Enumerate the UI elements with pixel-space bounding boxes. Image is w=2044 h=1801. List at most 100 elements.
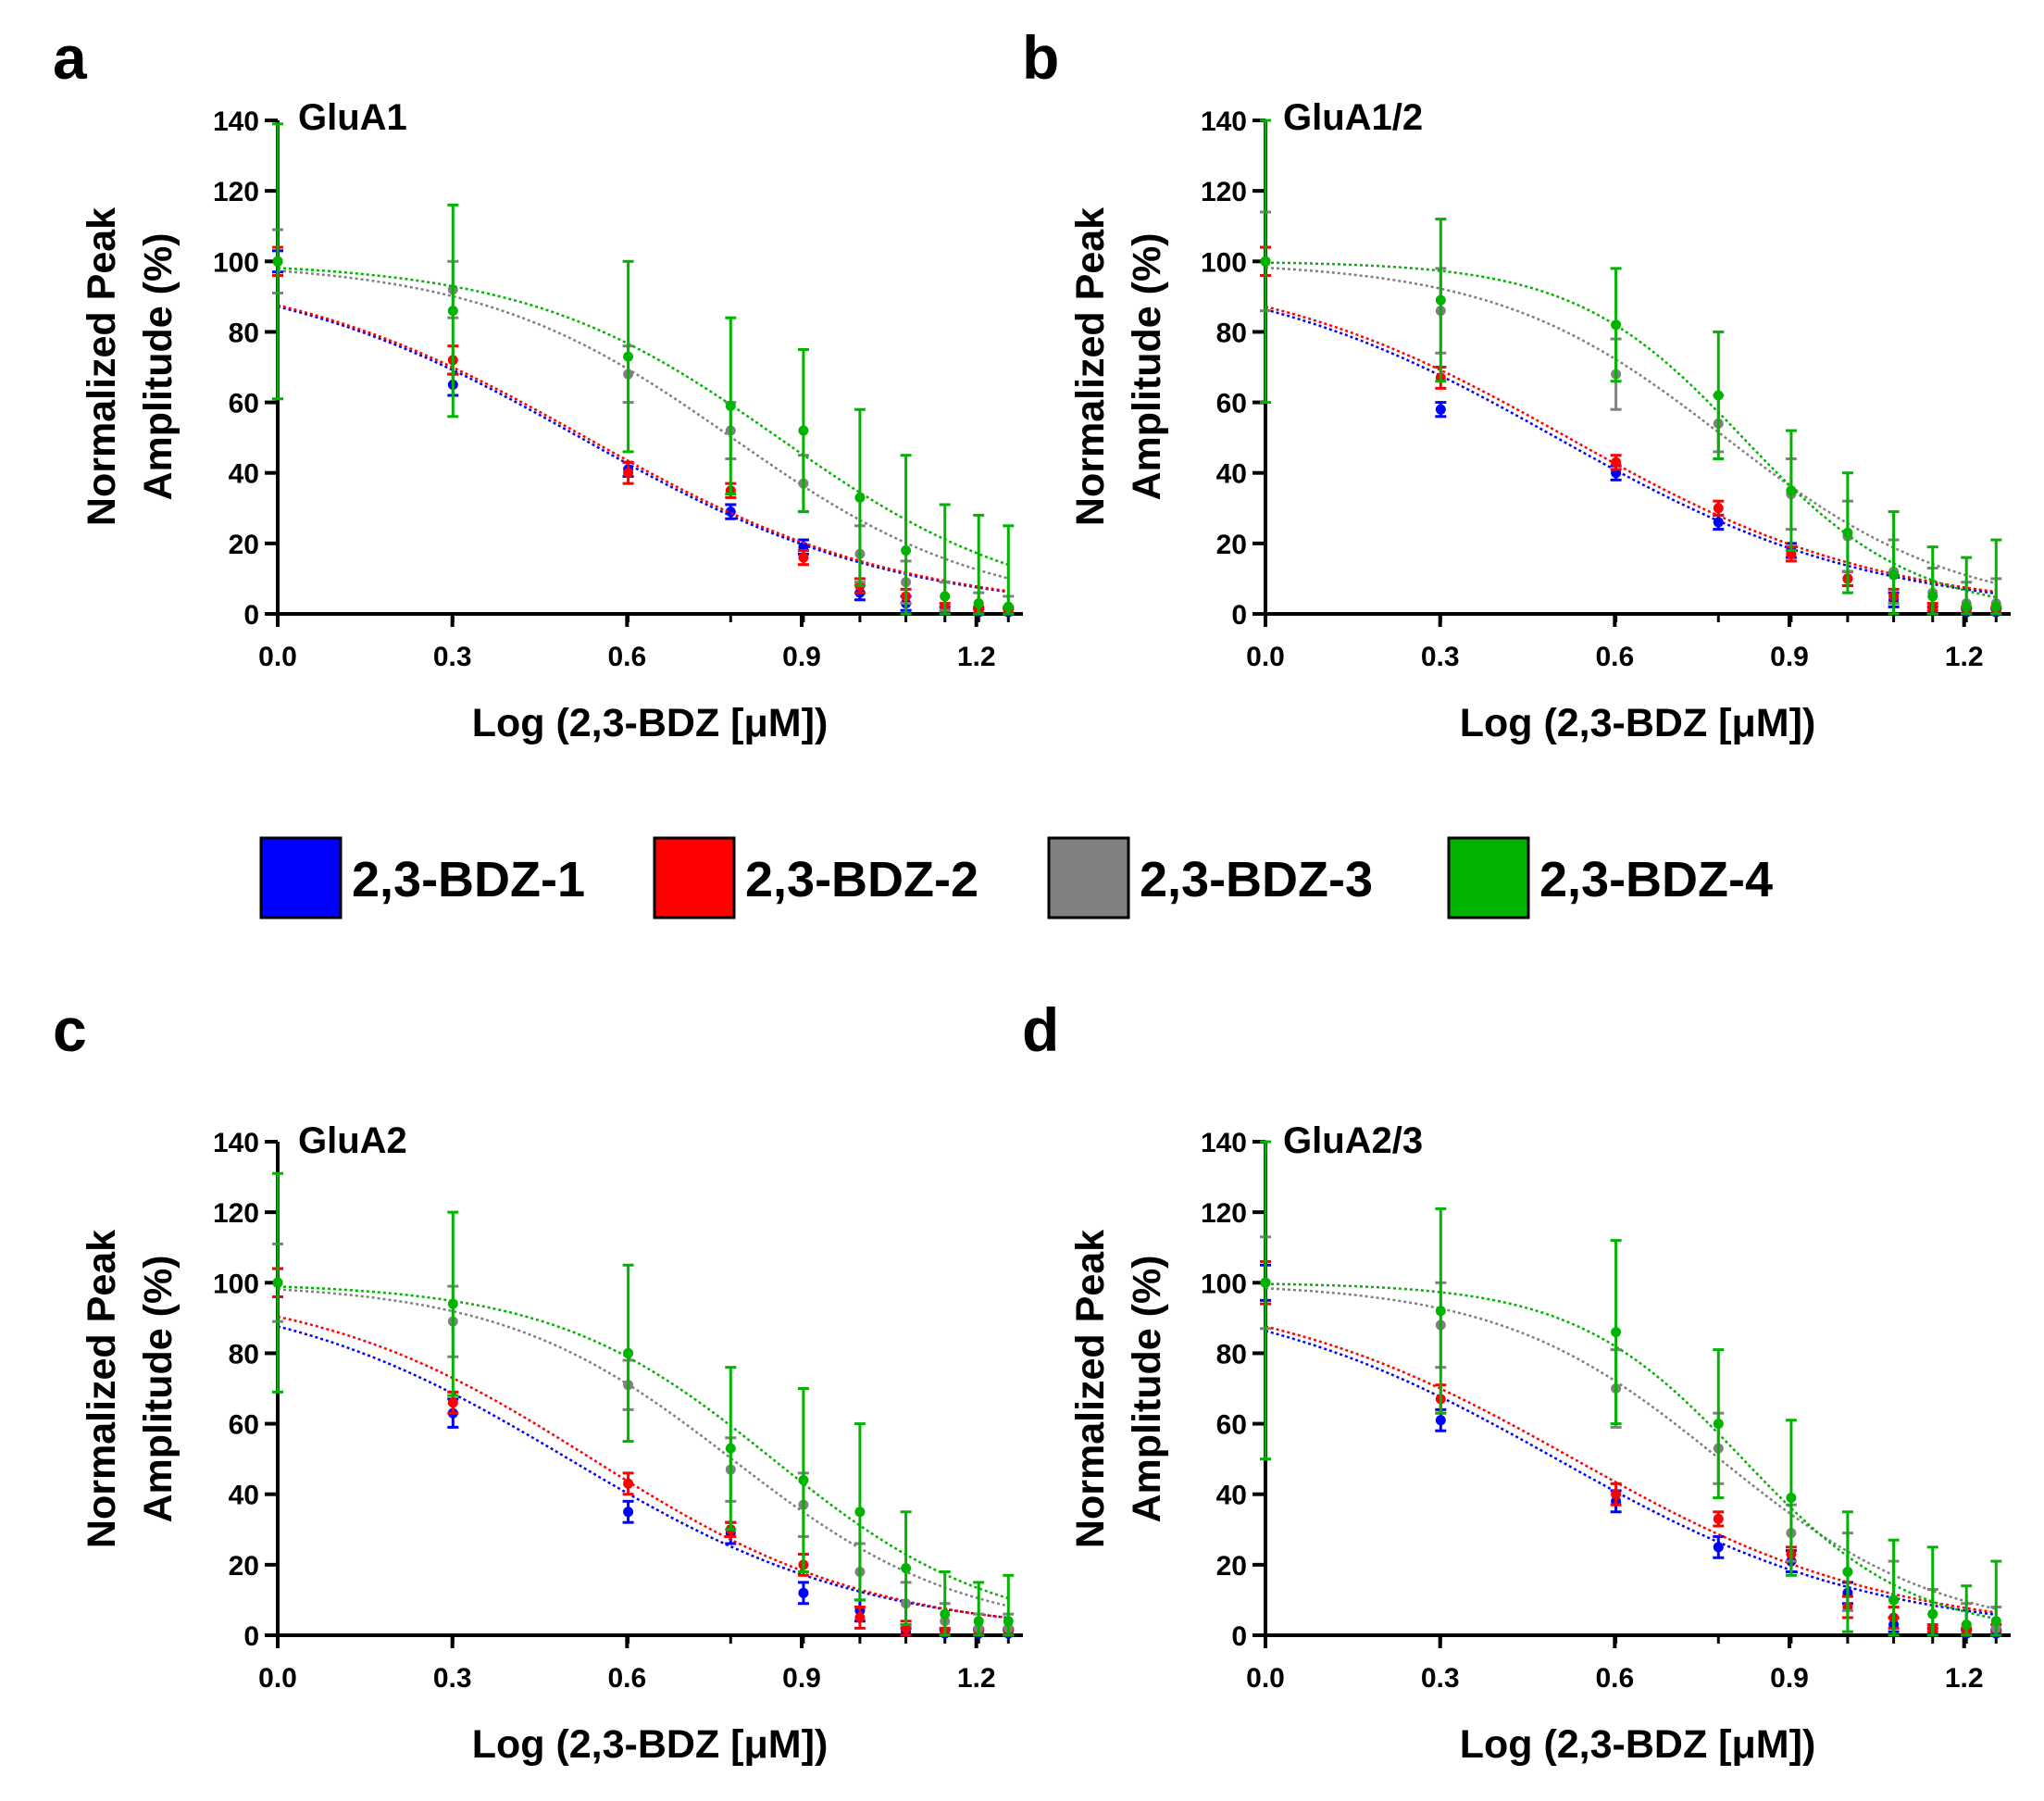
data-point-d-2-3-bdz-4-5	[1842, 1566, 1853, 1577]
data-point-d-2-3-bdz-4-4	[1786, 1493, 1797, 1504]
fit-curve-c-2-3-bdz-4	[277, 1285, 1009, 1600]
fit-curve-b-2-3-bdz-3	[1265, 266, 1997, 585]
data-point-a-2-3-bdz-2-2	[623, 468, 634, 479]
data-point-b-2-3-bdz-4-5	[1842, 527, 1853, 538]
y-tick-label-d-7: 140	[1201, 1128, 1247, 1158]
x-axis-title-d: Log (2,3-BDZ [μM])	[1460, 1722, 1816, 1767]
legend-swatch-bdz-1	[259, 836, 343, 919]
x-tick-label-d-1: 0.3	[1421, 1663, 1460, 1694]
data-point-a-2-3-bdz-4-7	[940, 591, 951, 602]
panel-d: d GluA2/3 0.0 0.3 0.6 0.9 1.2 0 20 40 60 80 100 120…	[1022, 995, 2011, 1767]
y-tick-label-b-6: 120	[1201, 177, 1247, 207]
data-point-c-2-3-bdz-4-3	[725, 1443, 736, 1454]
y-tick-label-a-6: 120	[213, 177, 259, 207]
x-tick-label-a-3: 0.9	[782, 642, 821, 672]
data-point-a-2-3-bdz-4-2	[623, 351, 634, 362]
y-tick-label-d-5: 100	[1201, 1269, 1247, 1299]
data-point-c-2-3-bdz-4-7	[940, 1608, 951, 1620]
panel-b: b GluA1/2 0.0 0.3 0.6 0.9 1.2 0 20 40 60 80 100 120…	[1022, 23, 2011, 745]
panel-title-gluA2-3: GluA2/3	[1283, 1120, 1423, 1161]
y-tick-label-b-3: 60	[1216, 389, 1247, 419]
data-point-a-2-3-bdz-4-6	[901, 544, 912, 556]
plot-area-c: 0.0 0.3 0.6 0.9 1.2 0 20 40 60 80 100 120 140	[213, 1128, 1023, 1694]
legend-item-bdz-2: 2,3-BDZ-2	[653, 836, 978, 919]
y-tick-label-b-0: 0	[1231, 600, 1247, 631]
plot-area-d: 0.0 0.3 0.6 0.9 1.2 0 20 40 60 80 100 120 140	[1201, 1128, 2011, 1694]
data-point-b-2-3-bdz-4-7	[1927, 591, 1938, 602]
y-axis-title-c-line1: Normalized Peak	[80, 1230, 124, 1548]
x-tick-label-d-3: 0.9	[1770, 1663, 1809, 1694]
fit-curve-d-2-3-bdz-1	[1265, 1330, 1997, 1617]
data-point-d-2-3-bdz-1-3	[1713, 1542, 1724, 1553]
y-tick-label-b-1: 20	[1216, 530, 1247, 560]
x-axis-title-c: Log (2,3-BDZ [μM])	[472, 1722, 829, 1767]
data-point-d-2-3-bdz-4-9	[1990, 1616, 2001, 1627]
x-tick-label-b-2: 0.6	[1595, 642, 1634, 672]
x-tick-label-c-2: 0.6	[607, 1663, 646, 1694]
fit-curve-d-2-3-bdz-3	[1265, 1287, 1997, 1610]
x-tick-label-c-4: 1.2	[957, 1663, 996, 1694]
data-point-d-2-3-bdz-4-3	[1713, 1419, 1724, 1430]
x-tick-label-d-0: 0.0	[1246, 1663, 1285, 1694]
y-tick-label-a-2: 40	[229, 459, 259, 490]
x-tick-label-b-0: 0.0	[1246, 642, 1285, 672]
fit-curve-b-2-3-bdz-1	[1265, 308, 1997, 595]
y-tick-label-d-6: 120	[1201, 1198, 1247, 1229]
y-tick-label-c-1: 20	[229, 1551, 259, 1582]
data-point-b-2-3-bdz-4-8	[1961, 601, 1972, 612]
data-point-d-2-3-bdz-2-3	[1713, 1513, 1724, 1524]
fit-curve-c-2-3-bdz-1	[277, 1325, 1009, 1620]
plot-area-a: 0.0 0.3 0.6 0.9 1.2 0 20 40 60 80 100 120 140	[213, 106, 1023, 672]
panel-letter-c: c	[53, 995, 87, 1064]
y-tick-label-c-0: 0	[243, 1621, 259, 1652]
data-point-c-2-3-bdz-1-2	[623, 1507, 634, 1518]
y-tick-label-d-2: 40	[1216, 1481, 1247, 1511]
data-point-d-2-3-bdz-4-1	[1435, 1306, 1446, 1317]
legend-label-bdz-2: 2,3-BDZ-2	[745, 852, 978, 907]
y-tick-label-c-4: 80	[229, 1339, 259, 1370]
x-tick-label-c-1: 0.3	[433, 1663, 472, 1694]
data-point-d-2-3-bdz-4-8	[1961, 1620, 1972, 1631]
y-axis-title-d-line1: Normalized Peak	[1068, 1230, 1113, 1548]
legend-swatch-bdz-4	[1447, 836, 1530, 919]
y-axis-title-b-line2: Amplitude (%)	[1125, 232, 1169, 500]
y-tick-label-b-5: 100	[1201, 247, 1247, 278]
x-axis-title-b: Log (2,3-BDZ [μM])	[1460, 701, 1816, 745]
data-point-a-2-3-bdz-1-3	[725, 507, 736, 518]
panel-title-gluA1: GluA1	[298, 97, 407, 138]
fit-curve-a-2-3-bdz-4	[277, 267, 1009, 567]
legend-item-bdz-3: 2,3-BDZ-3	[1047, 836, 1373, 919]
data-point-c-2-3-bdz-2-5	[854, 1612, 866, 1623]
y-tick-label-c-5: 100	[213, 1269, 259, 1299]
fit-curve-a-2-3-bdz-3	[277, 269, 1009, 580]
panel-letter-d: d	[1022, 995, 1059, 1064]
y-tick-label-a-3: 60	[229, 389, 259, 419]
panel-title-gluA1-2: GluA1/2	[1283, 97, 1423, 138]
y-tick-label-d-4: 80	[1216, 1339, 1247, 1370]
data-point-a-2-3-bdz-4-3	[725, 400, 736, 411]
y-axis-title-a-line2: Amplitude (%)	[136, 232, 181, 500]
data-point-d-2-3-bdz-4-0	[1260, 1277, 1271, 1288]
y-axis-title-d-line2: Amplitude (%)	[1125, 1255, 1169, 1522]
data-point-b-2-3-bdz-4-9	[1990, 601, 2001, 612]
fit-curve-b-2-3-bdz-2	[1265, 305, 1997, 594]
fit-curve-b-2-3-bdz-4	[1265, 261, 1997, 599]
data-point-c-2-3-bdz-2-1	[447, 1397, 458, 1408]
data-point-c-2-3-bdz-4-1	[447, 1298, 458, 1309]
x-tick-label-a-1: 0.3	[433, 642, 472, 672]
data-point-c-2-3-bdz-2-2	[623, 1478, 634, 1489]
x-tick-label-a-2: 0.6	[607, 642, 646, 672]
data-point-c-2-3-bdz-4-5	[854, 1507, 866, 1518]
data-point-b-2-3-bdz-4-0	[1260, 256, 1271, 267]
y-tick-label-b-2: 40	[1216, 459, 1247, 490]
y-axis-title-c-line2: Amplitude (%)	[136, 1255, 181, 1522]
data-point-b-2-3-bdz-4-1	[1435, 294, 1446, 306]
panel-letter-a: a	[53, 23, 88, 92]
y-tick-label-a-4: 80	[229, 318, 259, 348]
y-axis-title-b-line1: Normalized Peak	[1068, 207, 1113, 526]
data-point-a-2-3-bdz-2-4	[798, 552, 809, 563]
fit-curve-d-2-3-bdz-4	[1265, 1282, 1997, 1620]
data-point-b-2-3-bdz-4-6	[1888, 569, 1900, 581]
y-axis-title-a-line1: Normalized Peak	[80, 207, 124, 526]
